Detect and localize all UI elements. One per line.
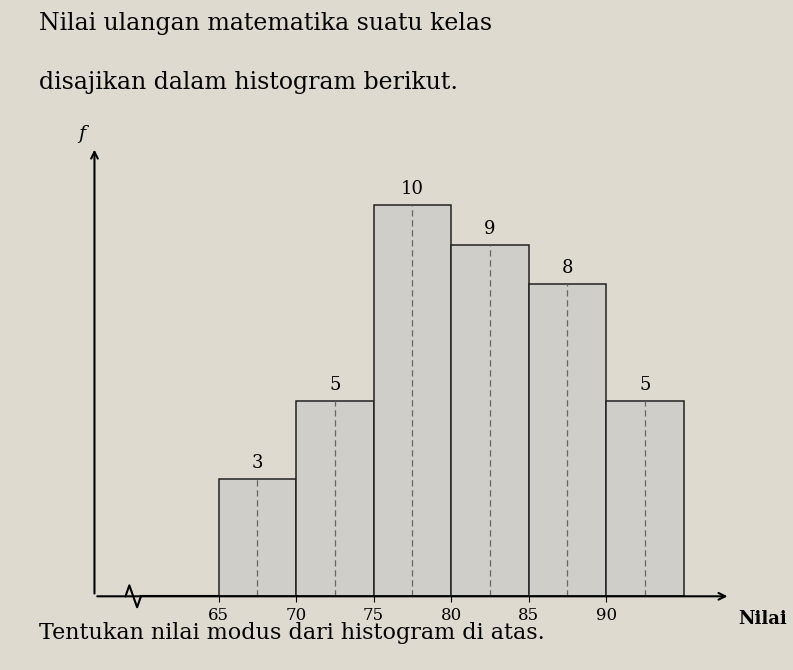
Text: Tentukan nilai modus dari histogram di atas.: Tentukan nilai modus dari histogram di a… xyxy=(39,622,545,644)
Bar xyxy=(296,401,374,596)
Text: Nilai ulangan matematika suatu kelas: Nilai ulangan matematika suatu kelas xyxy=(39,12,492,35)
Bar xyxy=(529,283,606,596)
Bar xyxy=(219,479,296,596)
Text: 5: 5 xyxy=(329,376,340,394)
Text: 9: 9 xyxy=(485,220,496,238)
Bar xyxy=(374,206,451,596)
Bar xyxy=(451,245,529,596)
Text: 5: 5 xyxy=(639,376,651,394)
Text: disajikan dalam histogram berikut.: disajikan dalam histogram berikut. xyxy=(39,71,458,94)
Text: 10: 10 xyxy=(400,180,424,198)
Text: 3: 3 xyxy=(251,454,263,472)
Bar xyxy=(606,401,684,596)
Text: 8: 8 xyxy=(561,259,573,277)
Text: Nilai: Nilai xyxy=(738,610,787,628)
Text: f: f xyxy=(79,125,86,143)
